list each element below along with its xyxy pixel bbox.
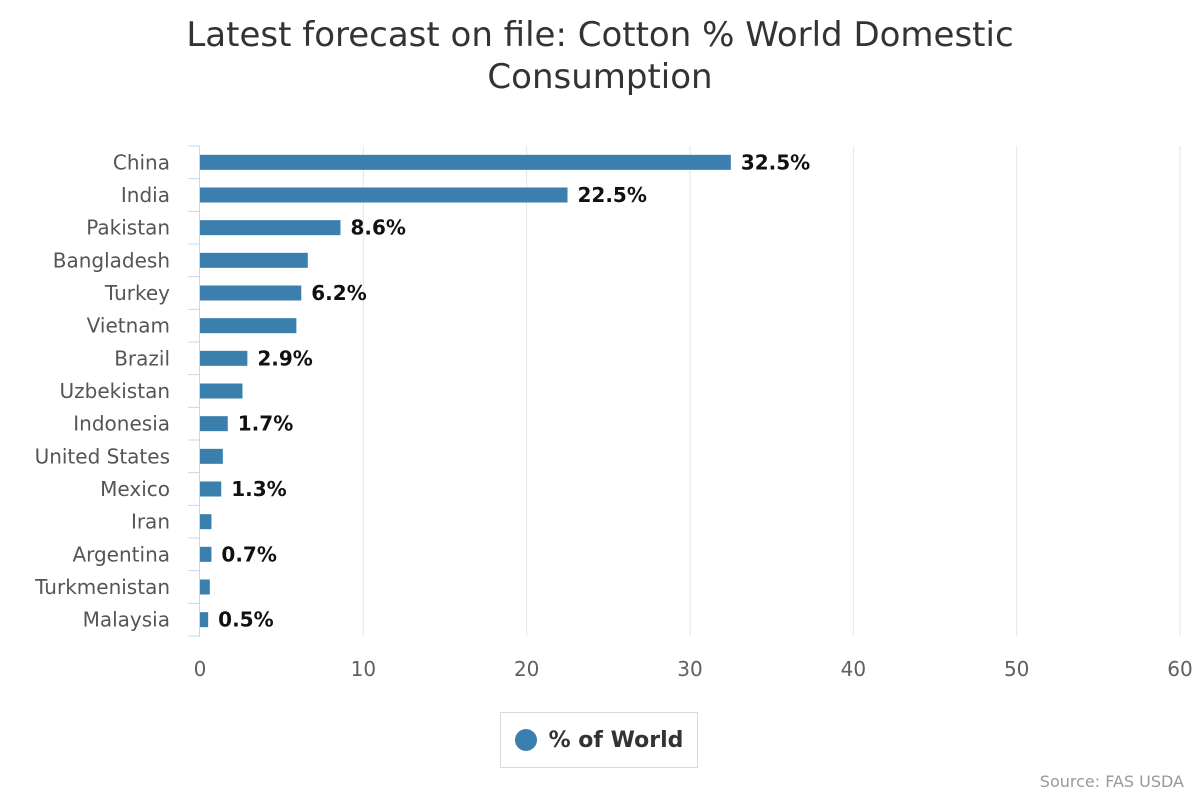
bar-united-states: [200, 448, 223, 464]
category-label-turkmenistan: Turkmenistan: [34, 575, 170, 599]
bar-vietnam: [200, 318, 297, 334]
category-label-india: India: [121, 183, 170, 207]
legend-item-percent-of-world[interactable]: % of World: [500, 712, 698, 768]
legend-label: % of World: [548, 727, 684, 753]
category-label-uzbekistan: Uzbekistan: [60, 379, 170, 403]
category-label-brazil: Brazil: [114, 346, 170, 370]
bar-uzbekistan: [200, 383, 243, 399]
chart-title: Latest forecast on file: Cotton % World …: [0, 14, 1200, 98]
data-label-mexico: 1.3%: [231, 477, 286, 501]
data-label-indonesia: 1.7%: [238, 412, 293, 436]
data-label-pakistan: 8.6%: [350, 216, 405, 240]
bar-china: [200, 154, 731, 170]
category-label-pakistan: Pakistan: [86, 216, 170, 240]
category-label-indonesia: Indonesia: [73, 412, 170, 436]
data-label-brazil: 2.9%: [257, 346, 312, 370]
category-label-mexico: Mexico: [100, 477, 170, 501]
data-label-turkey: 6.2%: [311, 281, 366, 305]
chart-title-line-1: Latest forecast on file: Cotton % World …: [186, 15, 1014, 55]
x-tick-label-30: 30: [677, 657, 702, 681]
source-credit: Source: FAS USDA: [1039, 772, 1184, 791]
bar-iran: [200, 514, 212, 530]
x-tick-label-0: 0: [194, 657, 207, 681]
category-label-united-states: United States: [35, 444, 170, 468]
bar-bangladesh: [200, 252, 308, 268]
category-label-argentina: Argentina: [72, 542, 170, 566]
category-label-vietnam: Vietnam: [87, 314, 170, 338]
category-label-iran: Iran: [131, 510, 170, 534]
x-tick-label-60: 60: [1167, 657, 1192, 681]
category-label-bangladesh: Bangladesh: [53, 248, 170, 272]
x-tick-label-10: 10: [351, 657, 376, 681]
bar-turkey: [200, 285, 302, 301]
bar-brazil: [200, 350, 248, 366]
category-label-china: China: [113, 150, 170, 174]
x-tick-label-50: 50: [1004, 657, 1029, 681]
x-tick-label-40: 40: [841, 657, 866, 681]
bar-mexico: [200, 481, 222, 497]
bar-pakistan: [200, 220, 341, 236]
legend-marker-icon: [514, 729, 537, 751]
bar-turkmenistan: [200, 579, 210, 595]
x-tick-label-20: 20: [514, 657, 539, 681]
data-label-malaysia: 0.5%: [218, 608, 273, 632]
chart-title-line-2: Consumption: [487, 57, 713, 97]
category-label-malaysia: Malaysia: [83, 608, 170, 632]
data-label-argentina: 0.7%: [221, 542, 276, 566]
data-label-china: 32.5%: [741, 150, 810, 174]
data-label-india: 22.5%: [578, 183, 647, 207]
bar-india: [200, 187, 568, 203]
bar-indonesia: [200, 416, 228, 432]
bar-malaysia: [200, 612, 209, 628]
bar-argentina: [200, 546, 212, 562]
category-label-turkey: Turkey: [104, 281, 170, 305]
